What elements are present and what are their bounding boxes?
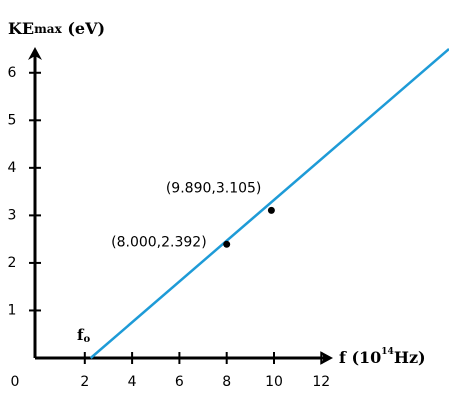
x-label-suffix: Hz) (394, 348, 426, 367)
data-line (89, 48, 449, 359)
data-point (267, 206, 275, 214)
y-tick-label: 4 (8, 160, 17, 176)
y-label-main: KE (8, 19, 34, 38)
x-tick-label: 8 (222, 374, 231, 390)
point-label: (9.890,3.105) (166, 180, 262, 196)
y-tick-label: 6 (8, 65, 17, 81)
f0-main: f (77, 326, 85, 344)
point-label: (8.000,2.392) (111, 234, 207, 250)
x-tick-label: 4 (128, 374, 137, 390)
x-label-exponent: 14 (381, 347, 394, 357)
y-tick-label: 5 (8, 112, 17, 128)
f0-sub: o (83, 334, 90, 345)
data-point (223, 240, 231, 248)
x-tick-label: 12 (312, 374, 330, 390)
y-label-unit: (eV) (62, 19, 105, 38)
x-axis-label: f (1014Hz) (339, 347, 426, 367)
x-tick-label: 6 (175, 374, 184, 390)
x-axis-arrow (320, 351, 333, 365)
x-tick-label: 10 (265, 374, 283, 390)
y-axis-label: KEmax (eV) (8, 19, 105, 38)
y-tick-label: 1 (8, 302, 17, 318)
y-label-sub: max (34, 22, 62, 36)
x-label-prefix: f (10 (339, 348, 381, 367)
origin-label: 0 (11, 374, 20, 390)
y-axis-arrow (28, 47, 42, 60)
x-tick-label: 2 (80, 374, 89, 390)
f0-annotation: fo (77, 326, 90, 345)
y-tick-label: 2 (8, 255, 17, 271)
y-tick-label: 3 (8, 207, 17, 223)
